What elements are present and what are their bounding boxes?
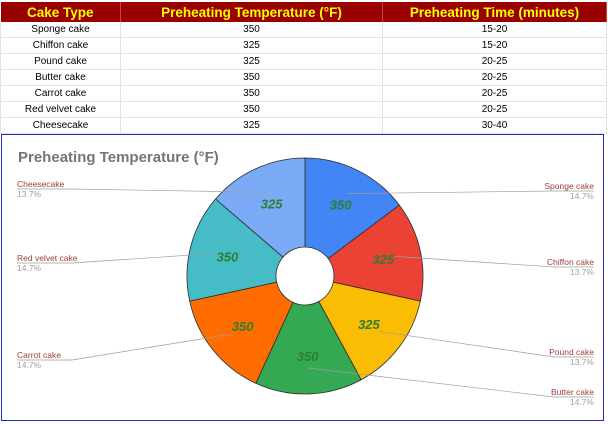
slice-percent: 13.7% [569,267,594,277]
pie-slice[interactable] [215,157,306,258]
table-cell[interactable]: Butter cake [0,69,121,86]
slice-percent: 14.7% [569,397,594,407]
cake-table: Cake Type Preheating Temperature (°F) Pr… [0,2,607,134]
leader-line [17,253,216,264]
slice-name: Chiffon cake [546,257,594,267]
table-cell[interactable]: Chiffon cake [0,37,121,54]
slice-legend-label: Cheesecake 13.7% [17,179,64,199]
table-cell[interactable]: 350 [120,22,383,38]
header-cell-temperature[interactable]: Preheating Temperature (°F) [120,2,383,22]
leader-line [346,190,594,194]
slice-legend-label: Butter cake 14.7% [551,387,594,407]
leader-line [308,367,594,398]
slice-value-label: 350 [232,319,254,334]
slice-legend-label: Pound cake 13.7% [549,347,594,367]
table-cell[interactable]: 15-20 [382,22,607,38]
slice-value-label: 350 [330,197,352,212]
pie-slice[interactable] [304,157,400,260]
leader-line [378,330,594,358]
table-row: Red velvet cake 350 20-25 [0,101,607,118]
table-row: Butter cake 350 20-25 [0,69,607,86]
table-cell[interactable]: Sponge cake [0,22,121,38]
donut-chart: 350 325 325 350 350 350 325 [17,157,594,398]
table-cell[interactable]: Red velvet cake [0,101,121,118]
leader-line [17,188,267,193]
embedded-chart[interactable]: Preheating Temperature (°F) 350 325 325 350… [1,134,604,421]
slice-name: Sponge cake [544,181,594,191]
table-cell[interactable]: 350 [120,85,383,102]
pie-slice[interactable] [186,198,284,302]
table-cell[interactable]: 350 [120,69,383,86]
table-row: Chiffon cake 325 15-20 [0,37,607,54]
slice-name: Cheesecake [17,179,65,189]
slice-name: Red velvet cake [17,253,78,263]
table-cell[interactable]: 325 [120,37,383,54]
leader-line [394,256,594,268]
table-row: Sponge cake 350 15-20 [0,22,607,38]
table-row: Pound cake 325 20-25 [0,53,607,70]
chart-title: Preheating Temperature (°F) [18,149,219,166]
header-cell-cake-type[interactable]: Cake Type [0,2,121,22]
table-cell[interactable]: 325 [120,117,383,134]
table-cell[interactable]: 20-25 [382,53,607,70]
slice-name: Butter cake [551,387,594,397]
slice-value-label: 325 [358,317,380,332]
leader-line [17,333,234,361]
slice-value-label: 325 [372,252,394,267]
pie-slice[interactable] [189,281,294,384]
table-cell[interactable]: Cheesecake [0,117,121,134]
slice-legend-label: Carrot cake 14.7% [17,350,61,370]
table-row: Carrot cake 350 20-25 [0,85,607,102]
table-cell[interactable]: 15-20 [382,37,607,54]
slice-value-label: 350 [217,249,239,264]
slice-percent: 14.7% [17,360,42,370]
slice-name: Carrot cake [17,350,61,360]
slice-legend-label: Red velvet cake 14.7% [17,253,77,273]
table-cell[interactable]: 20-25 [382,101,607,118]
header-cell-time[interactable]: Preheating Time (minutes) [382,2,607,22]
table-cell[interactable]: 350 [120,101,383,118]
slice-value-label: 350 [297,349,319,364]
table-row: Cheesecake 325 30-40 [0,117,607,134]
slice-percent: 13.7% [569,357,594,367]
table-cell[interactable]: 30-40 [382,117,607,134]
table-cell[interactable]: 20-25 [382,85,607,102]
slice-value-label: 325 [261,196,283,211]
header-row: Cake Type Preheating Temperature (°F) Pr… [0,2,607,22]
table-cell[interactable]: Pound cake [0,53,121,70]
table-cell[interactable]: 325 [120,53,383,70]
slice-legend-label: Chiffon cake 13.7% [547,257,594,277]
pie-slice[interactable] [327,204,424,302]
slice-percent: 13.7% [17,189,42,199]
slice-percent: 14.7% [17,263,42,273]
slice-name: Pound cake [549,347,594,357]
table-cell[interactable]: Carrot cake [0,85,121,102]
slice-percent: 14.7% [569,191,594,201]
table-cell[interactable]: 20-25 [382,69,607,86]
pie-slice[interactable] [318,281,421,381]
slice-legend-label: Sponge cake 14.7% [544,181,594,201]
